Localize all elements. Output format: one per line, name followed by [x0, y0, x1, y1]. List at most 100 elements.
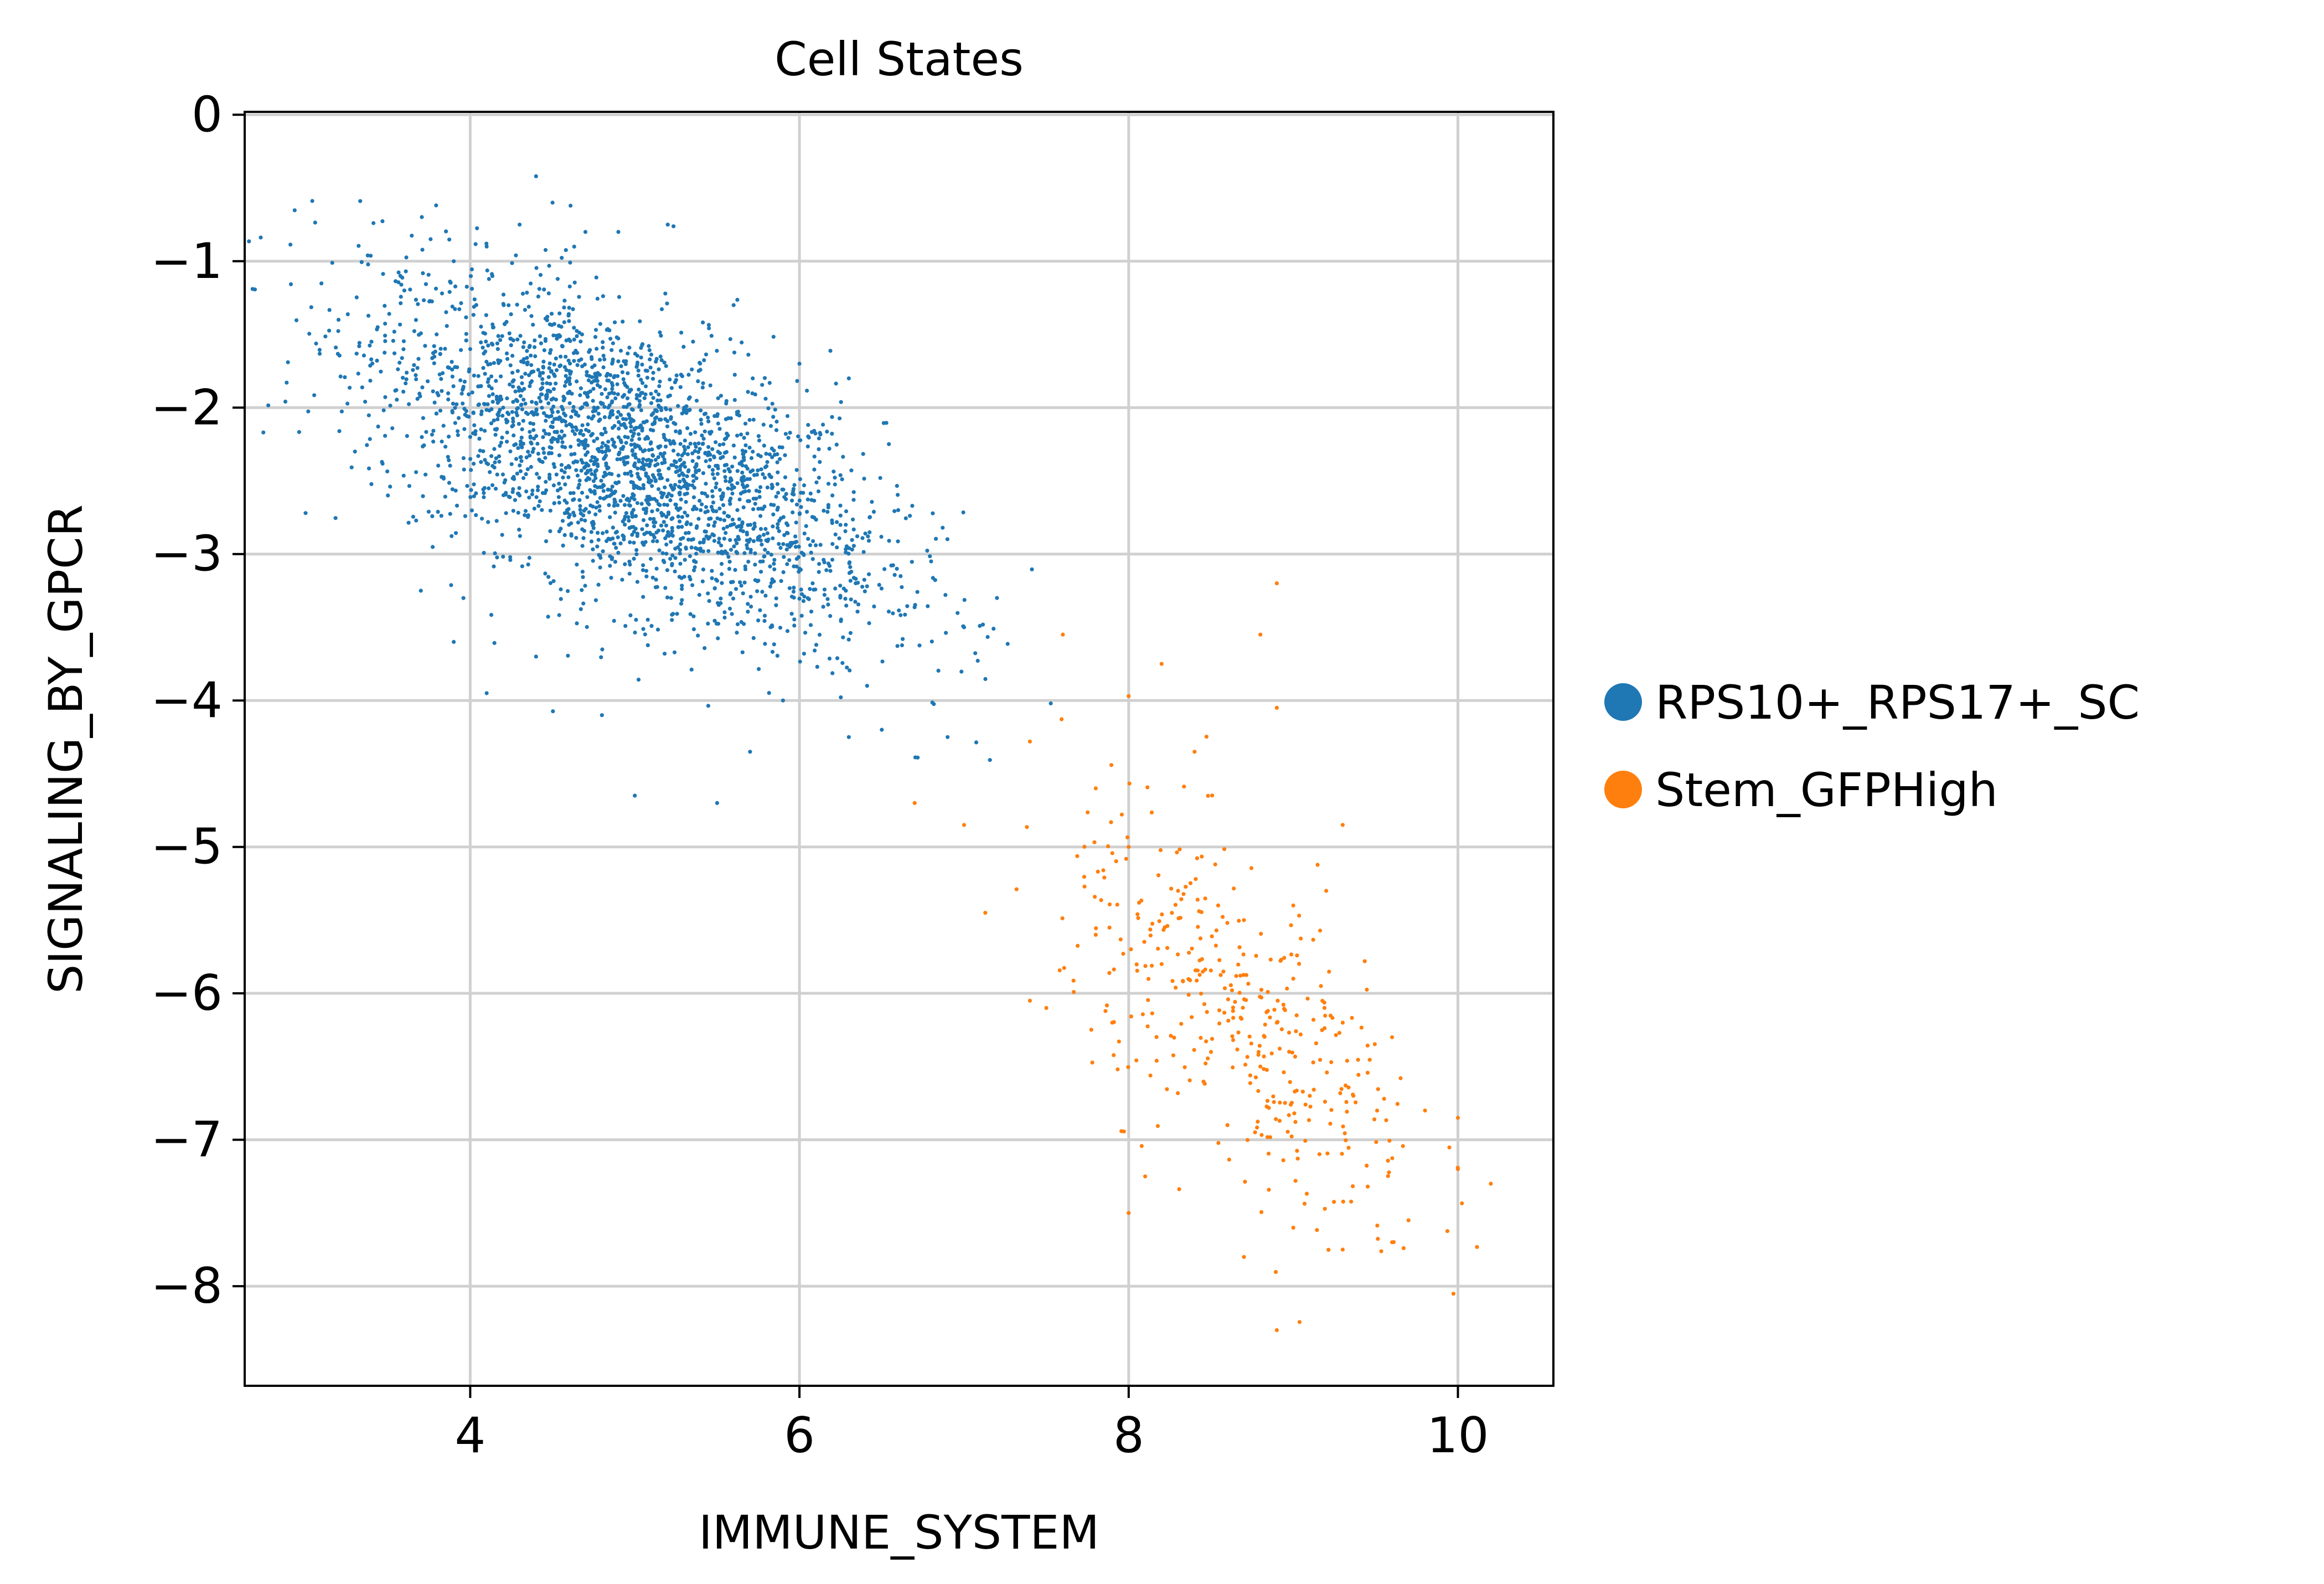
scatter-point	[1288, 1102, 1293, 1107]
scatter-point	[354, 295, 359, 300]
scatter-point	[635, 360, 640, 365]
scatter-point	[694, 560, 698, 564]
scatter-point	[526, 563, 530, 567]
scatter-point	[552, 362, 556, 367]
scatter-point	[807, 597, 811, 601]
scatter-point	[1014, 887, 1019, 891]
scatter-point	[616, 473, 621, 478]
scatter-point	[665, 533, 669, 538]
scatter-point	[1154, 1035, 1159, 1039]
scatter-point	[1181, 892, 1186, 896]
scatter-point	[643, 632, 647, 637]
scatter-point	[620, 577, 624, 582]
scatter-point	[579, 357, 583, 362]
scatter-point	[846, 376, 851, 381]
scatter-point	[630, 510, 634, 515]
scatter-point	[611, 536, 615, 541]
scatter-point	[850, 538, 854, 542]
scatter-point	[1232, 886, 1236, 891]
scatter-point	[1190, 1015, 1194, 1019]
scatter-point	[621, 377, 626, 381]
scatter-point	[601, 531, 605, 535]
scatter-point	[1340, 823, 1345, 827]
scatter-point	[712, 455, 716, 460]
scatter-point	[401, 389, 406, 394]
scatter-point	[832, 469, 836, 474]
scatter-point	[628, 563, 632, 567]
scatter-point	[451, 384, 456, 389]
scatter-point	[543, 316, 548, 321]
scatter-point	[1293, 1090, 1297, 1094]
scatter-point	[598, 496, 602, 501]
scatter-point	[1258, 1064, 1263, 1069]
scatter-point	[404, 269, 408, 274]
scatter-point	[737, 413, 742, 418]
scatter-point	[623, 362, 628, 367]
scatter-point	[412, 363, 416, 368]
scatter-point	[676, 508, 680, 512]
scatter-point	[529, 281, 533, 286]
scatter-point	[544, 419, 548, 423]
scatter-point	[578, 504, 582, 508]
scatter-point	[482, 551, 486, 555]
scatter-point	[603, 455, 607, 460]
scatter-point	[587, 374, 591, 378]
scatter-point	[462, 467, 466, 472]
scatter-point	[769, 581, 774, 585]
scatter-point	[618, 541, 623, 546]
scatter-point	[518, 534, 522, 538]
scatter-point	[835, 520, 839, 524]
scatter-point	[474, 513, 478, 518]
scatter-point	[1231, 1005, 1235, 1010]
scatter-point	[1044, 1006, 1049, 1010]
scatter-point	[1275, 998, 1280, 1003]
scatter-point	[696, 455, 701, 460]
scatter-point	[490, 400, 495, 404]
scatter-point	[843, 529, 848, 534]
scatter-point	[691, 479, 696, 483]
scatter-point	[479, 460, 483, 465]
scatter-point	[562, 498, 567, 503]
scatter-point	[1092, 840, 1097, 844]
scatter-point	[1337, 1031, 1342, 1035]
scatter-point	[476, 384, 481, 389]
x-tick-label: 6	[784, 1407, 815, 1464]
scatter-point	[648, 427, 653, 432]
scatter-point	[575, 563, 579, 567]
scatter-point	[740, 471, 745, 475]
scatter-point	[806, 422, 810, 427]
scatter-point	[521, 345, 525, 349]
scatter-point	[582, 529, 586, 533]
scatter-point	[541, 411, 546, 415]
scatter-point	[881, 421, 886, 425]
scatter-point	[633, 793, 637, 798]
scatter-point	[898, 613, 903, 617]
scatter-point	[503, 322, 507, 327]
scatter-point	[815, 664, 819, 669]
scatter-point	[633, 630, 637, 635]
scatter-point	[585, 370, 589, 374]
scatter-point	[1186, 993, 1191, 997]
scatter-point	[592, 405, 596, 410]
scatter-point	[625, 396, 630, 401]
scatter-point	[510, 490, 515, 494]
scatter-point	[1106, 844, 1111, 849]
scatter-point	[446, 397, 451, 402]
scatter-point	[529, 353, 533, 358]
scatter-point	[818, 460, 822, 465]
scatter-point	[676, 404, 680, 408]
scatter-point	[1332, 1200, 1336, 1204]
scatter-point	[741, 452, 745, 456]
scatter-point	[1231, 1015, 1236, 1020]
scatter-point	[866, 539, 871, 543]
scatter-point	[453, 531, 458, 535]
scatter-point	[716, 601, 720, 605]
scatter-point	[1268, 1015, 1272, 1020]
scatter-point	[1148, 1074, 1153, 1078]
scatter-point	[640, 343, 644, 348]
scatter-point	[679, 536, 683, 541]
scatter-point	[1346, 1146, 1351, 1150]
scatter-point	[772, 503, 776, 507]
scatter-point	[566, 475, 571, 479]
scatter-point	[748, 548, 753, 552]
